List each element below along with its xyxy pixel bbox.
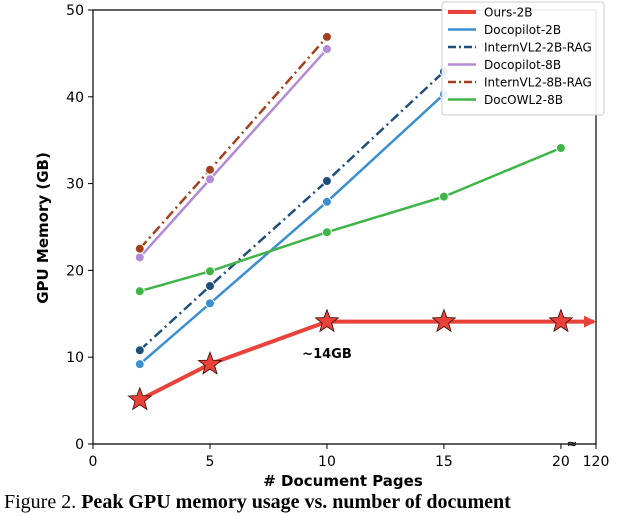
x-tick-label: 5 [206, 454, 215, 470]
data-point-star [314, 308, 340, 333]
y-tick-label: 10 [66, 350, 84, 366]
x-tick-label: 120 [583, 454, 610, 470]
legend: Ours-2B Docopilot-2B InternVL2-2B-RAG Docop… [441, 1, 605, 116]
data-point [134, 252, 145, 263]
x-tick-label: 15 [435, 454, 453, 470]
data-point [204, 281, 215, 292]
axis-break-mark: ≈ [567, 437, 578, 452]
y-axis-label: GPU Memory (GB) [34, 152, 52, 304]
data-point [555, 143, 566, 154]
series-line [138, 36, 328, 250]
line-chart: ~14GB 0 10 20 30 40 50 0 5 10 15 20 120 ≈ Ours-2B Doc… [34, 1, 610, 490]
annotation-label: ~14GB [302, 347, 352, 362]
legend-item-label: Docopilot-8B [484, 58, 561, 72]
data-point-star [431, 308, 457, 333]
y-tick-label: 50 [66, 3, 84, 19]
data-point [321, 44, 332, 55]
data-point [204, 266, 215, 277]
series-line [139, 146, 562, 293]
data-point [321, 31, 332, 42]
legend-box [441, 1, 605, 116]
data-point [321, 196, 332, 207]
legend-item-label: InternVL2-2B-RAG [484, 41, 592, 55]
data-point-star [197, 350, 223, 375]
data-point [134, 359, 145, 370]
data-point [204, 174, 215, 185]
caption-label: Figure 2. [4, 491, 77, 513]
legend-item-label: InternVL2-8B-RAG [484, 76, 592, 90]
data-point [321, 227, 332, 238]
series-line [138, 93, 445, 366]
chart: ~14GB 0 10 20 30 40 50 0 5 10 15 20 120 ≈ Ours-2B Doc… [34, 1, 610, 490]
data-point [134, 243, 145, 254]
figure-caption: Figure 2. Peak GPU memory usage vs. numb… [4, 490, 640, 516]
legend-item-label: Docopilot-2B [484, 23, 561, 37]
data-point [134, 345, 145, 356]
data-point-star [127, 386, 153, 411]
legend-item-label: DocOWL2-8B [484, 93, 563, 107]
data-point-star [548, 308, 574, 333]
caption-text: Peak GPU memory usage vs. number of docu… [81, 491, 511, 513]
data-point [204, 298, 215, 309]
data-point [321, 175, 332, 186]
data-point [204, 164, 215, 175]
data-point [438, 191, 449, 202]
y-tick-label: 0 [75, 437, 84, 453]
data-point [134, 286, 145, 297]
legend-item-label: Ours-2B [484, 6, 532, 20]
x-tick-label: 20 [552, 454, 570, 470]
x-axis-label: # Document Pages [263, 472, 423, 490]
series-layer: ~14GB [127, 31, 596, 411]
y-tick-label: 20 [66, 263, 84, 279]
x-tick-label: 10 [318, 454, 336, 470]
y-tick-label: 30 [66, 177, 84, 193]
series-line [138, 70, 445, 352]
y-tick-label: 40 [66, 90, 84, 106]
x-tick-label: 0 [89, 454, 98, 470]
